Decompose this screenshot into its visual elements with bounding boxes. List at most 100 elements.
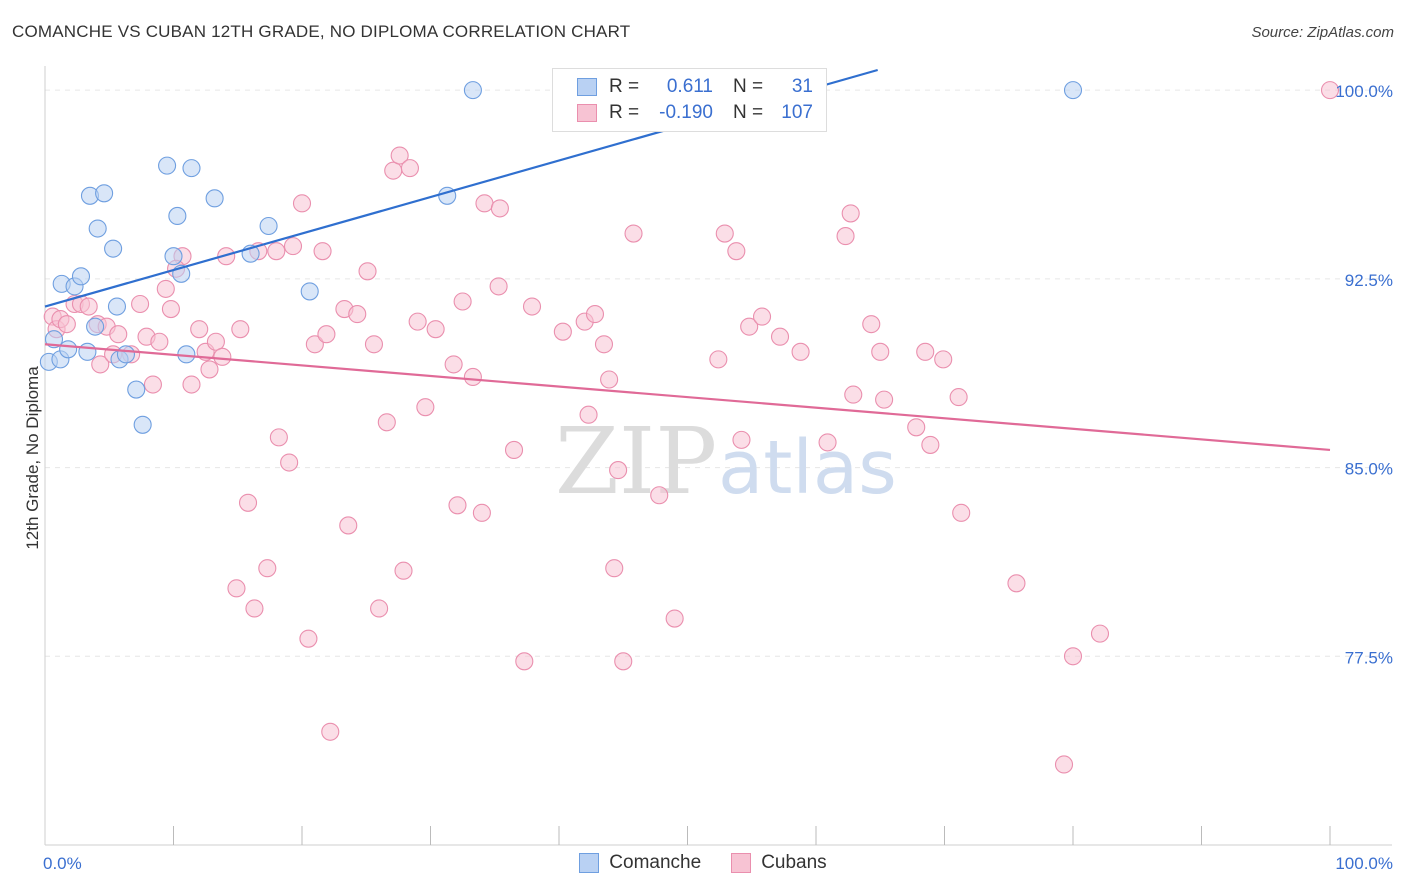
cubans-point	[321, 722, 340, 741]
comanche-point	[78, 342, 97, 361]
cubans-point	[358, 262, 377, 281]
cubans-point	[416, 398, 435, 417]
comanche-point	[104, 239, 123, 258]
cubans-point	[299, 629, 318, 648]
cubans-point	[791, 342, 810, 361]
cubans-point	[238, 493, 258, 512]
cubans-point	[949, 388, 968, 407]
cubans-point	[952, 503, 971, 522]
series-legend: Comanche Cubans	[0, 852, 1406, 874]
cubans-trend-line	[44, 343, 1331, 452]
cubans-point	[283, 237, 303, 256]
cubans-point	[770, 327, 790, 346]
cubans-point	[752, 307, 772, 326]
cubans-point	[317, 325, 336, 344]
n-label: N =	[733, 76, 764, 97]
cubans-point	[231, 320, 250, 339]
comanche-point	[205, 189, 224, 208]
cubans-point	[650, 486, 669, 505]
cubans-point	[624, 224, 643, 243]
cubans-point	[490, 199, 509, 218]
cubans-point	[394, 561, 413, 580]
cubans-point	[844, 385, 863, 404]
legend-label-cubans: Cubans	[761, 852, 827, 873]
cubans-point	[600, 370, 619, 389]
cubans-point	[444, 355, 463, 374]
cubans-point	[200, 360, 219, 379]
cubans-point	[57, 315, 76, 334]
cubans-point	[190, 320, 209, 339]
comanche-point	[300, 282, 319, 301]
legend-row-comanche: R = 0.611 N = 31	[577, 75, 813, 99]
cubans-point	[875, 390, 894, 409]
cubans-point	[740, 317, 759, 336]
cubans-point	[156, 279, 175, 298]
comanche-swatch	[579, 853, 600, 873]
cubans-point	[605, 559, 624, 578]
cubans-point	[727, 242, 746, 261]
cubans-point	[579, 405, 598, 424]
comanche-point	[259, 216, 278, 236]
cubans-point	[472, 503, 491, 522]
comanche-point	[71, 267, 91, 286]
cubans-point	[1007, 574, 1026, 593]
cubans-point	[934, 350, 953, 369]
n-value: 31	[791, 76, 813, 97]
cubans-point	[448, 496, 467, 515]
cubans-point	[504, 440, 524, 460]
y-tick-label: 85.0%	[1345, 460, 1393, 479]
cubans-point	[227, 579, 246, 598]
cubans-point	[453, 292, 472, 311]
y-tick-label: 77.5%	[1345, 648, 1393, 667]
n-value: 107	[781, 102, 813, 123]
source-label: Source: ZipAtlas.com	[1251, 24, 1394, 41]
cubans-point	[348, 305, 367, 324]
cubans-point	[489, 277, 508, 296]
x-tick-label: 0.0%	[43, 854, 82, 873]
chart-title: COMANCHE VS CUBAN 12TH GRADE, NO DIPLOMA…	[12, 22, 631, 41]
cubans-point	[364, 335, 384, 354]
y-tick-label: 100.0%	[1335, 82, 1393, 101]
cubans-point	[818, 433, 837, 452]
comanche-points	[39, 81, 1083, 434]
cubans-point	[709, 350, 728, 369]
cubans-swatch	[577, 104, 597, 122]
cubans-point	[841, 204, 860, 223]
cubans-point	[131, 294, 150, 314]
cubans-point	[426, 320, 445, 339]
cubans-swatch	[731, 853, 752, 873]
cubans-point	[370, 599, 389, 618]
cubans-point	[79, 297, 98, 316]
legend-item-cubans[interactable]: Cubans	[731, 852, 827, 874]
watermark-zip: ZIP	[555, 408, 717, 515]
legend-item-comanche[interactable]: Comanche	[579, 852, 701, 874]
axes	[44, 66, 1392, 846]
comanche-point	[107, 297, 127, 316]
cubans-point	[836, 227, 855, 246]
cubans-point	[339, 516, 358, 535]
tick-labels: 77.5% 85.0% 92.5% 100.0% 0.0% 100.0%	[43, 82, 1393, 873]
correlation-legend: R = 0.611 N = 31 R = -0.190 N = 107	[552, 68, 827, 132]
cubans-point	[862, 315, 881, 334]
cubans-point	[292, 194, 312, 213]
comanche-point	[86, 317, 105, 336]
cubans-point	[267, 242, 286, 261]
cubans-point	[390, 146, 409, 165]
cubans-point	[245, 599, 264, 618]
cubans-point	[305, 335, 324, 354]
comanche-point	[182, 159, 201, 178]
comanche-point	[127, 380, 146, 399]
cubans-point	[715, 224, 734, 243]
cubans-point	[1063, 647, 1083, 666]
cubans-point	[150, 332, 169, 351]
n-label: N =	[733, 102, 764, 123]
cubans-point	[377, 413, 396, 432]
cubans-point	[206, 332, 225, 351]
legend-row-cubans: R = -0.190 N = 107	[577, 101, 813, 125]
cubans-point	[594, 335, 614, 354]
cubans-point	[1090, 624, 1110, 643]
comanche-point	[95, 184, 114, 203]
cubans-point	[258, 559, 277, 578]
cubans-point	[280, 453, 299, 472]
